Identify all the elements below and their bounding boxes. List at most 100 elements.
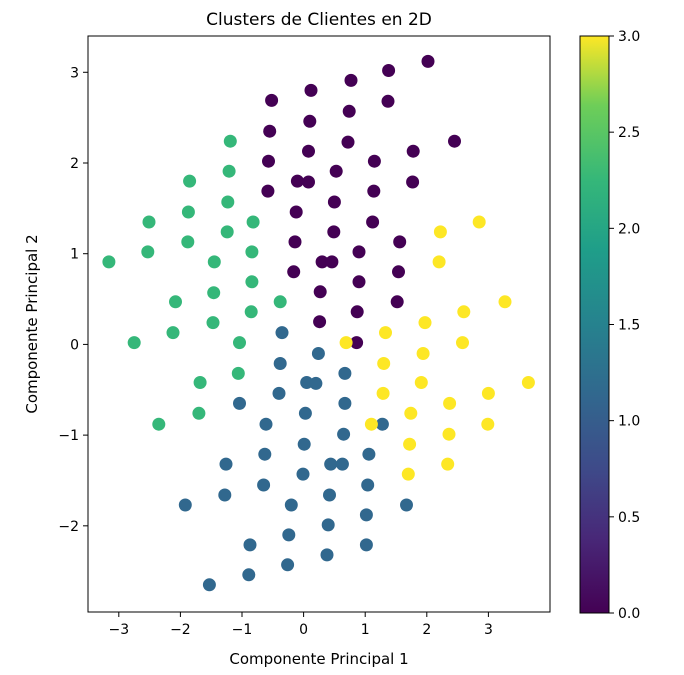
data-point-cluster-2 [231, 366, 245, 380]
data-point-cluster-0 [327, 195, 341, 209]
data-point-cluster-1 [233, 396, 246, 410]
data-point-cluster-1 [320, 548, 334, 562]
data-point-cluster-1 [259, 417, 273, 431]
colorbar-tick-label: 3.0 [618, 29, 640, 45]
data-point-cluster-1 [309, 376, 323, 390]
data-point-cluster-1 [323, 488, 336, 502]
data-point-cluster-1 [282, 528, 296, 542]
data-point-cluster-3 [481, 386, 495, 400]
data-point-cluster-2 [223, 134, 237, 148]
data-point-cluster-0 [313, 285, 327, 299]
chart-title: Clusters de Clientes en 2D [206, 10, 432, 30]
data-point-cluster-3 [441, 457, 455, 471]
data-point-cluster-3 [433, 225, 447, 239]
data-point-cluster-2 [206, 316, 220, 330]
data-point-cluster-2 [166, 326, 180, 340]
data-point-cluster-0 [302, 144, 315, 158]
data-point-cluster-0 [262, 154, 275, 168]
data-point-cluster-3 [401, 467, 415, 481]
data-point-cluster-0 [288, 235, 302, 249]
x-tick-label: 0 [299, 622, 308, 638]
data-point-cluster-1 [275, 326, 289, 340]
data-point-cluster-0 [367, 154, 381, 168]
data-point-cluster-0 [315, 255, 329, 269]
data-point-cluster-2 [181, 235, 195, 249]
data-point-cluster-1 [281, 558, 295, 572]
data-point-cluster-0 [342, 104, 356, 118]
data-point-cluster-1 [362, 447, 376, 461]
y-axis: −2 −1 0 1 2 3 [58, 65, 88, 535]
data-point-cluster-2 [207, 255, 221, 269]
colorbar-tick-label: 0.0 [618, 606, 640, 622]
data-point-cluster-0 [421, 54, 435, 68]
data-point-cluster-0 [289, 205, 303, 219]
data-point-cluster-1 [337, 427, 351, 441]
data-point-cluster-1 [375, 417, 389, 431]
colorbar: 0.0 0.5 1.0 1.5 2.0 2.5 3.0 [579, 29, 640, 622]
data-point-cluster-1 [361, 478, 375, 492]
data-point-cluster-0 [303, 114, 317, 128]
data-point-cluster-1 [335, 457, 349, 471]
data-point-cluster-2 [183, 174, 197, 188]
data-point-cluster-3 [377, 357, 391, 370]
y-tick-label: 0 [70, 337, 79, 353]
data-point-cluster-0 [325, 255, 339, 269]
data-point-cluster-0 [327, 225, 341, 239]
data-point-cluster-2 [220, 225, 234, 239]
data-point-cluster-1 [272, 386, 286, 400]
x-tick-label: −2 [170, 622, 191, 638]
data-point-cluster-2 [152, 417, 166, 431]
data-point-cluster-3 [443, 396, 457, 410]
data-point-cluster-0 [381, 94, 395, 108]
data-point-cluster-3 [456, 336, 469, 350]
data-point-cluster-1 [258, 447, 272, 461]
data-point-cluster-2 [169, 295, 182, 309]
data-point-cluster-3 [521, 376, 535, 389]
data-point-cluster-1 [242, 568, 256, 582]
colorbar-ticks: 0.0 0.5 1.0 1.5 2.0 2.5 3.0 [609, 29, 640, 622]
data-point-cluster-3 [403, 437, 417, 451]
data-point-cluster-0 [263, 124, 277, 138]
data-point-cluster-0 [392, 265, 405, 279]
plot-area: −3 −2 −1 0 1 2 3 −2 −1 0 1 2 3 [58, 35, 551, 638]
x-tick-label: −3 [108, 622, 129, 638]
x-tick-label: 3 [484, 622, 493, 638]
x-axis-label: Componente Principal 1 [229, 650, 408, 668]
data-point-cluster-3 [498, 295, 512, 309]
data-point-cluster-0 [265, 93, 279, 107]
data-point-cluster-0 [367, 184, 381, 198]
data-point-cluster-2 [181, 205, 195, 219]
data-point-cluster-0 [352, 245, 366, 259]
data-point-cluster-2 [233, 336, 246, 350]
data-point-cluster-3 [481, 417, 495, 431]
data-point-cluster-3 [472, 215, 486, 229]
data-point-cluster-1 [296, 467, 310, 481]
data-point-cluster-3 [364, 417, 378, 431]
data-point-cluster-1 [202, 578, 216, 592]
colorbar-tick-label: 0.5 [618, 510, 640, 526]
points-layer [102, 54, 535, 592]
plot-frame [87, 35, 551, 613]
data-point-cluster-2 [127, 336, 141, 350]
data-point-cluster-0 [448, 134, 461, 148]
data-point-cluster-0 [350, 336, 364, 350]
data-point-cluster-0 [304, 83, 318, 97]
data-point-cluster-0 [329, 164, 343, 178]
data-point-cluster-1 [338, 396, 352, 410]
y-tick-label: −2 [58, 519, 79, 535]
data-point-cluster-2 [142, 215, 156, 229]
data-point-cluster-2 [246, 215, 260, 229]
data-point-cluster-2 [192, 406, 206, 420]
data-point-cluster-1 [298, 406, 312, 420]
data-point-cluster-2 [221, 195, 235, 209]
data-point-cluster-1 [297, 437, 311, 451]
data-point-cluster-1 [359, 508, 373, 522]
data-point-cluster-0 [261, 184, 275, 198]
data-point-cluster-2 [141, 245, 155, 259]
y-tick-label: 1 [70, 247, 79, 263]
data-point-cluster-1 [321, 518, 335, 532]
data-point-cluster-1 [178, 498, 192, 512]
data-point-cluster-0 [406, 144, 420, 158]
data-point-cluster-3 [457, 305, 471, 319]
